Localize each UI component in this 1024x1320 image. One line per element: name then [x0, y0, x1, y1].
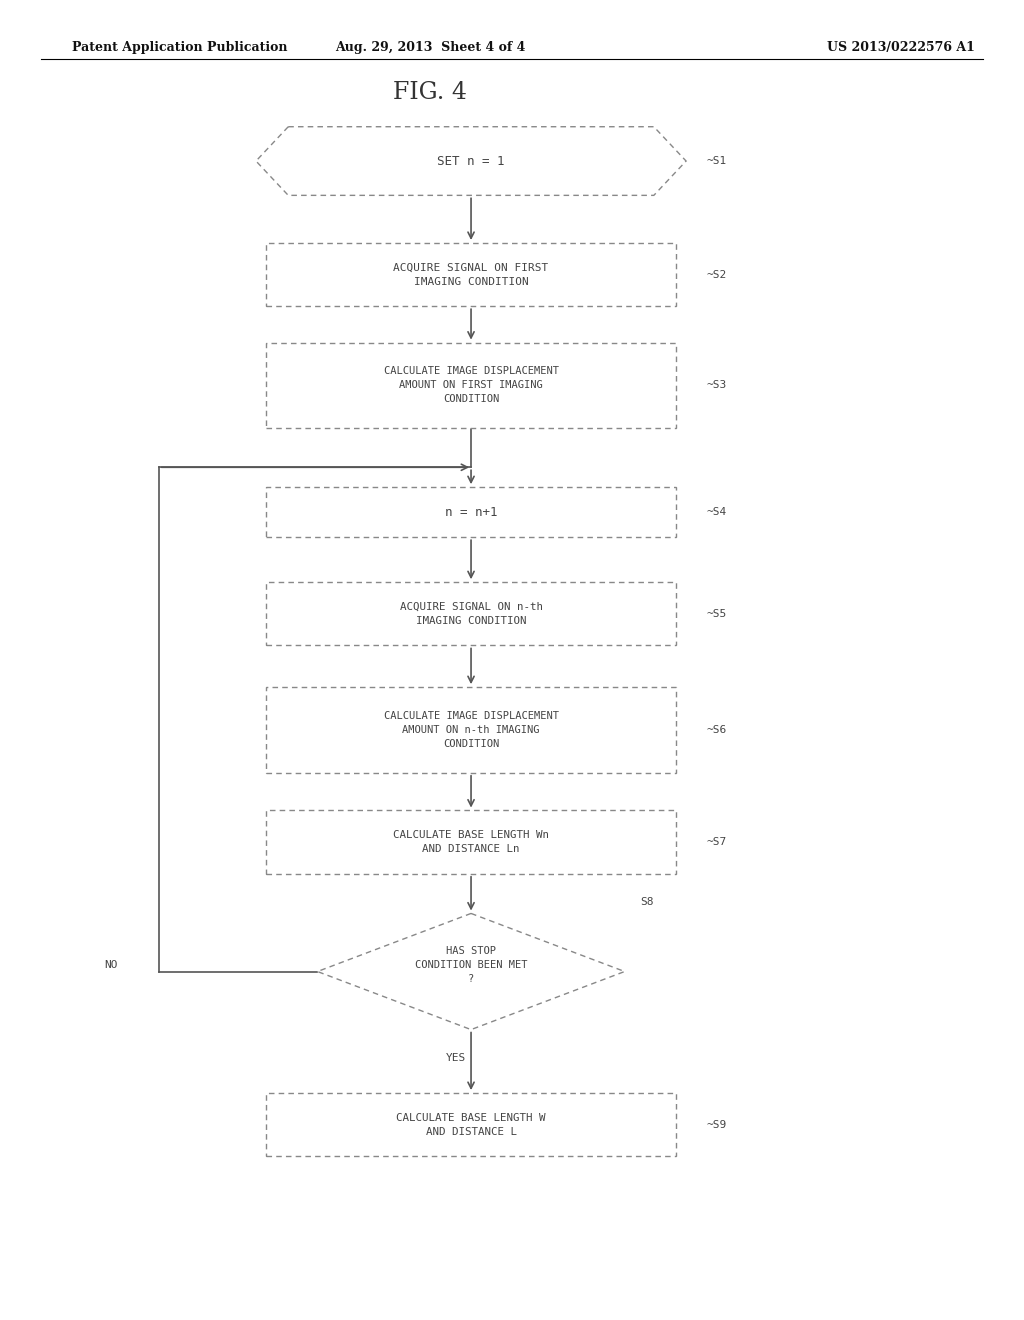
Text: ~S2: ~S2 [707, 269, 727, 280]
Polygon shape [256, 127, 686, 195]
Text: ~S5: ~S5 [707, 609, 727, 619]
Bar [266, 243, 676, 306]
Bar [266, 487, 676, 537]
Text: ~S1: ~S1 [707, 156, 727, 166]
Text: CALCULATE IMAGE DISPLACEMENT
AMOUNT ON FIRST IMAGING
CONDITION: CALCULATE IMAGE DISPLACEMENT AMOUNT ON F… [384, 367, 558, 404]
Bar [266, 343, 676, 428]
Text: ~S6: ~S6 [707, 725, 727, 735]
Text: Patent Application Publication: Patent Application Publication [72, 41, 287, 54]
Text: ~S9: ~S9 [707, 1119, 727, 1130]
Text: S8: S8 [640, 896, 653, 907]
Text: Aug. 29, 2013  Sheet 4 of 4: Aug. 29, 2013 Sheet 4 of 4 [335, 41, 525, 54]
Bar [266, 582, 676, 645]
Text: ~S7: ~S7 [707, 837, 727, 847]
Text: n = n+1: n = n+1 [444, 506, 498, 519]
Bar [266, 686, 676, 774]
Text: FIG. 4: FIG. 4 [393, 81, 467, 104]
Text: CALCULATE BASE LENGTH W
AND DISTANCE L: CALCULATE BASE LENGTH W AND DISTANCE L [396, 1113, 546, 1137]
Bar [266, 1093, 676, 1156]
Text: CALCULATE IMAGE DISPLACEMENT
AMOUNT ON n-th IMAGING
CONDITION: CALCULATE IMAGE DISPLACEMENT AMOUNT ON n… [384, 711, 558, 748]
Text: US 2013/0222576 A1: US 2013/0222576 A1 [827, 41, 975, 54]
Bar [266, 810, 676, 874]
Text: ACQUIRE SIGNAL ON n-th
IMAGING CONDITION: ACQUIRE SIGNAL ON n-th IMAGING CONDITION [399, 602, 543, 626]
Text: YES: YES [445, 1053, 466, 1064]
Text: ~S3: ~S3 [707, 380, 727, 391]
Text: ~S4: ~S4 [707, 507, 727, 517]
Text: NO: NO [104, 960, 118, 970]
Text: HAS STOP
CONDITION BEEN MET
?: HAS STOP CONDITION BEEN MET ? [415, 946, 527, 983]
Text: ACQUIRE SIGNAL ON FIRST
IMAGING CONDITION: ACQUIRE SIGNAL ON FIRST IMAGING CONDITIO… [393, 263, 549, 286]
Text: SET n = 1: SET n = 1 [437, 154, 505, 168]
Text: CALCULATE BASE LENGTH Wn
AND DISTANCE Ln: CALCULATE BASE LENGTH Wn AND DISTANCE Ln [393, 830, 549, 854]
Polygon shape [317, 913, 625, 1030]
